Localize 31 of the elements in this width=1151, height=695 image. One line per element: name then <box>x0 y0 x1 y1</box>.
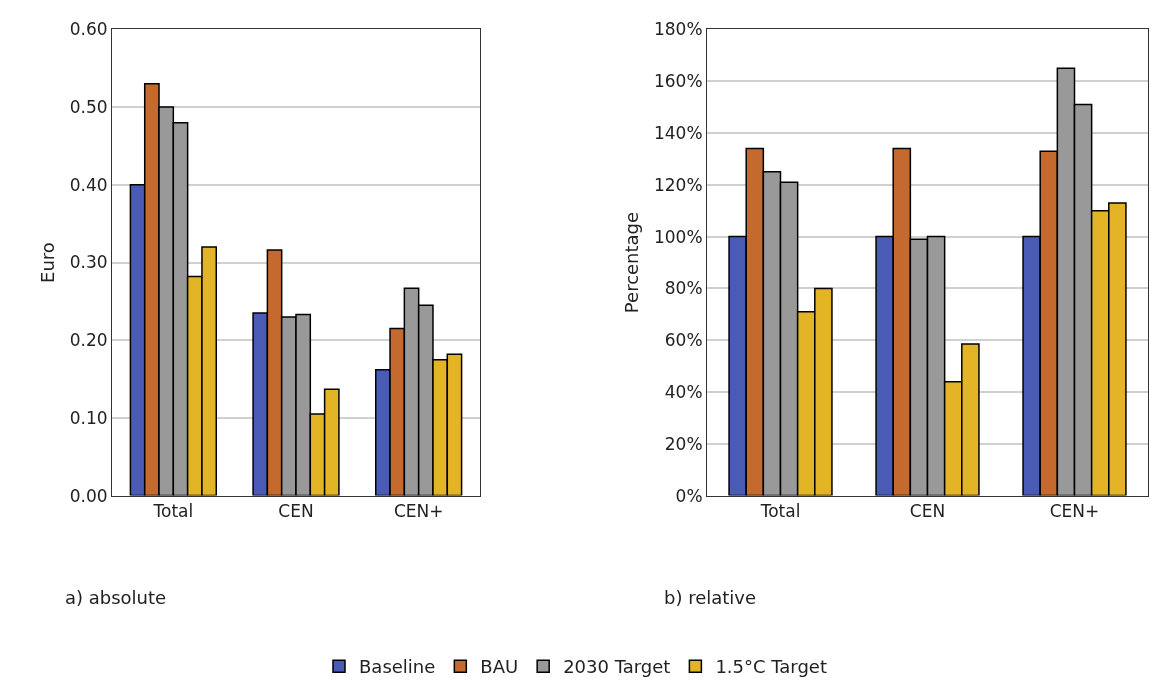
y-tick-label: 180% <box>653 19 703 40</box>
y-axis-title: Euro <box>36 242 58 283</box>
y-tick-label: 140% <box>653 122 703 143</box>
y-tick-label: 20% <box>664 433 703 454</box>
y-tick-label: 0.40 <box>69 174 108 195</box>
x-tick-label: Total <box>759 501 801 522</box>
y-tick-label: 80% <box>664 278 703 299</box>
y-tick-label: 40% <box>664 381 703 402</box>
y-tick-label: 0.00 <box>69 485 108 506</box>
y-tick-label: 120% <box>653 174 703 195</box>
y-tick-label: 0% <box>675 485 703 506</box>
y-tick-label: 0.50 <box>69 97 108 118</box>
legend-label: 2030 Target <box>563 656 671 678</box>
y-tick-label: 0.30 <box>69 252 108 273</box>
y-tick-label: 60% <box>664 330 703 351</box>
x-tick-label: CEN <box>278 501 314 522</box>
y-tick-label: 0.60 <box>69 19 108 40</box>
x-tick-label: CEN <box>909 501 946 522</box>
text: a) absolute <box>65 587 167 608</box>
x-tick-label: Total <box>152 501 194 522</box>
legend-label: Baseline <box>359 656 436 678</box>
text: b) relative <box>664 587 757 608</box>
y-tick-label: 0.20 <box>69 330 108 351</box>
x-tick-label: CEN+ <box>1049 501 1100 522</box>
legend-label: BAU <box>480 656 519 678</box>
legend-label: 1.5°C Target <box>715 656 827 678</box>
y-tick-label: 160% <box>653 71 703 92</box>
y-axis-title: Percentage <box>621 211 643 314</box>
x-tick-label: CEN+ <box>393 501 444 522</box>
y-tick-label: 0.10 <box>69 407 108 428</box>
y-tick-label: 100% <box>653 226 703 247</box>
